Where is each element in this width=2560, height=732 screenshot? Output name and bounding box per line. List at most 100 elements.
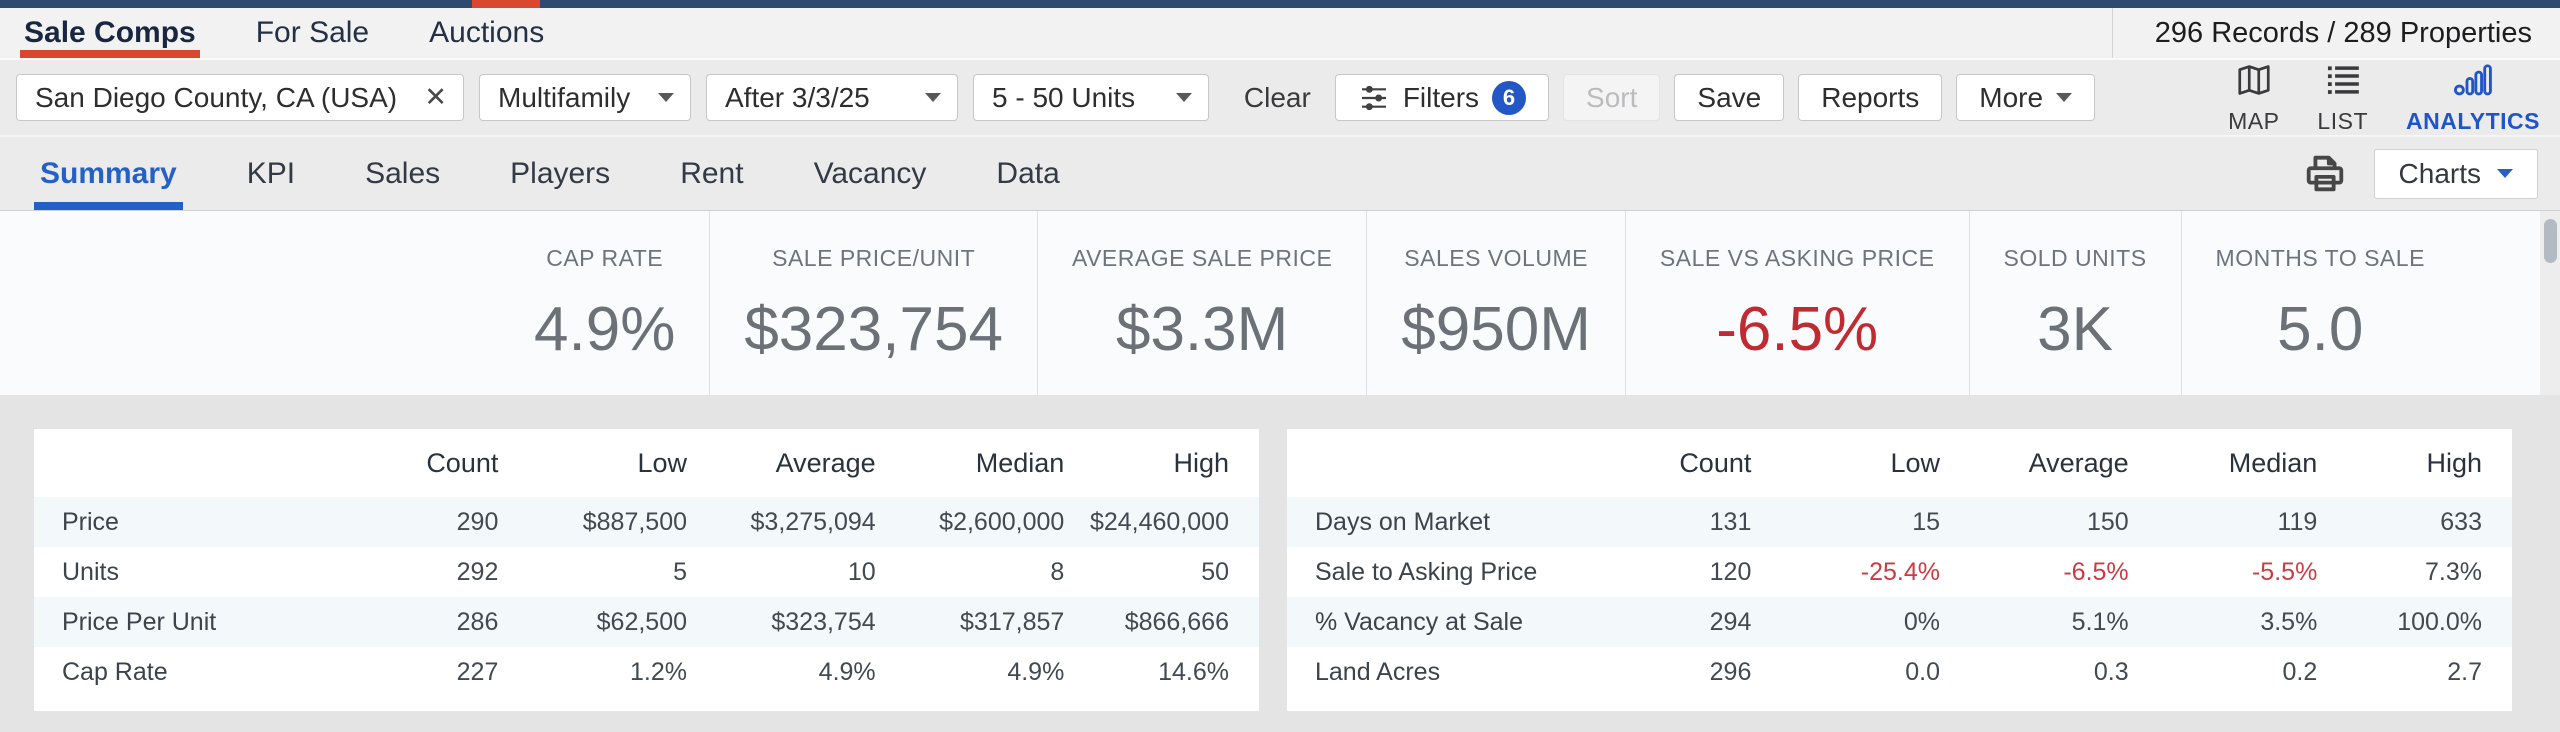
kpi-label: SOLD UNITS	[2003, 245, 2147, 271]
kpi-value: $3.3M	[1115, 295, 1289, 364]
filters-button[interactable]: Filters 6	[1334, 74, 1550, 121]
kpi-sold-units: SOLD UNITS 3K	[1968, 211, 2181, 395]
cell: 4.9%	[1007, 657, 1065, 686]
charts-dropdown-button[interactable]: Charts	[2373, 148, 2538, 199]
row-label: Sale to Asking Price	[1315, 557, 1538, 586]
view-map-label: MAP	[2228, 107, 2280, 134]
cell: $2,600,000	[939, 507, 1065, 536]
table-row-cap-rate: Cap Rate 227 1.2% 4.9% 4.9% 14.6%	[34, 647, 1259, 697]
cell: 0%	[1903, 607, 1941, 636]
tab-rent[interactable]: Rent	[680, 156, 744, 190]
kpi-band: CAP RATE 4.9% SALE PRICE/UNIT $323,754 A…	[0, 211, 2540, 395]
kpi-value: 5.0	[2277, 295, 2364, 364]
column-header-count: Count	[426, 447, 499, 478]
price-stats-table: Count Low Average Median High Price 290 …	[34, 429, 1259, 697]
sort-button[interactable]: Sort	[1563, 74, 1661, 121]
chevron-down-icon	[2056, 93, 2073, 102]
kpi-label: MONTHS TO SALE	[2215, 245, 2425, 271]
summary-stat-tables: Count Low Average Median High Price 290 …	[0, 395, 2560, 711]
view-list-label: LIST	[2317, 107, 2368, 134]
table-row-vacancy-at-sale: % Vacancy at Sale 294 0% 5.1% 3.5% 100.0…	[1287, 597, 2512, 647]
save-button[interactable]: Save	[1674, 74, 1785, 121]
column-header-average: Average	[2028, 447, 2129, 478]
column-header-high: High	[1173, 447, 1229, 478]
tab-summary[interactable]: Summary	[34, 137, 183, 210]
nav-tab-sale-comps[interactable]: Sale Comps	[20, 8, 200, 58]
analytics-bars-icon	[2450, 61, 2496, 105]
table-header-row: Count Low Average Median High	[1287, 429, 2512, 497]
cell: 633	[2440, 507, 2482, 536]
column-header-low: Low	[1890, 447, 1941, 478]
table-header-row: Count Low Average Median High	[34, 429, 1259, 497]
more-button[interactable]: More	[1956, 74, 2096, 121]
chevron-down-icon	[1176, 93, 1192, 102]
tab-kpi[interactable]: KPI	[246, 156, 296, 190]
view-map-button[interactable]: MAP	[2228, 61, 2279, 135]
kpi-sale-vs-asking: SALE VS ASKING PRICE -6.5%	[1624, 211, 1969, 395]
date-filter-value: After 3/3/25	[725, 81, 870, 113]
row-label: Cap Rate	[62, 657, 168, 686]
kpi-average-sale-price: AVERAGE SALE PRICE $3.3M	[1036, 211, 1366, 395]
tab-sales[interactable]: Sales	[365, 156, 441, 190]
row-label: Price Per Unit	[62, 607, 217, 636]
kpi-label: SALES VOLUME	[1404, 245, 1588, 271]
cell: 119	[2277, 507, 2318, 536]
cell: 0.0	[1905, 657, 1941, 686]
cell: $62,500	[596, 607, 688, 636]
reports-button[interactable]: Reports	[1798, 74, 1943, 121]
chevron-down-icon	[2497, 169, 2513, 178]
row-label: Land Acres	[1315, 657, 1441, 686]
kpi-value: $323,754	[744, 295, 1003, 364]
cell: 296	[1709, 657, 1752, 686]
tab-players[interactable]: Players	[510, 156, 611, 190]
chevron-down-icon	[925, 93, 941, 102]
column-header-low: Low	[637, 447, 688, 478]
date-filter-select[interactable]: After 3/3/25	[706, 74, 958, 121]
row-label: % Vacancy at Sale	[1315, 607, 1523, 636]
filters-count-badge: 6	[1492, 80, 1527, 115]
kpi-sale-price-unit: SALE PRICE/UNIT $323,754	[709, 211, 1037, 395]
units-filter-value: 5 - 50 Units	[992, 81, 1136, 113]
chevron-down-icon	[658, 93, 674, 102]
location-search-input[interactable]: San Diego County, CA (USA) ✕	[16, 74, 464, 121]
cell: 8	[1050, 557, 1065, 586]
cell: 14.6%	[1158, 657, 1229, 686]
cell: 50	[1201, 557, 1229, 586]
property-type-value: Multifamily	[498, 81, 631, 113]
clear-location-icon[interactable]: ✕	[424, 82, 447, 112]
cell: 0.3	[2093, 657, 2129, 686]
cell: 4.9%	[818, 657, 876, 686]
row-label: Days on Market	[1315, 507, 1491, 536]
kpi-value: 4.9%	[534, 295, 676, 364]
cell: 120	[1709, 557, 1752, 586]
cell: $3,275,094	[750, 507, 876, 536]
view-analytics-button[interactable]: ANALYTICS	[2406, 61, 2540, 135]
nav-tab-for-sale[interactable]: For Sale	[255, 16, 370, 49]
scrollbar-thumb[interactable]	[2544, 219, 2557, 263]
column-header	[34, 429, 316, 497]
kpi-cap-rate: CAP RATE 4.9%	[500, 211, 709, 395]
price-stats-panel: Count Low Average Median High Price 290 …	[34, 429, 1259, 711]
cell: 3.5%	[2260, 607, 2318, 636]
clear-filters-button[interactable]: Clear	[1243, 81, 1311, 113]
print-button[interactable]	[2302, 151, 2348, 197]
view-list-button[interactable]: LIST	[2317, 61, 2368, 135]
tab-vacancy[interactable]: Vacancy	[813, 156, 927, 190]
cell-negative: -5.5%	[2251, 557, 2318, 586]
view-switcher: MAP LIST ANALYTI	[2228, 61, 2540, 135]
cell: 5	[673, 557, 688, 586]
list-icon	[2322, 61, 2364, 105]
column-header	[1287, 429, 1569, 497]
cell: 294	[1709, 607, 1752, 636]
kpi-label: AVERAGE SALE PRICE	[1071, 245, 1333, 271]
cell: 7.3%	[2425, 557, 2482, 586]
tab-data[interactable]: Data	[996, 156, 1060, 190]
kpi-label: SALE VS ASKING PRICE	[1659, 245, 1935, 271]
cell: 15	[1912, 507, 1941, 536]
nav-tab-auctions[interactable]: Auctions	[429, 16, 545, 49]
row-label: Price	[62, 507, 119, 536]
property-type-select[interactable]: Multifamily	[479, 74, 691, 121]
units-filter-select[interactable]: 5 - 50 Units	[973, 74, 1209, 121]
analytics-section-tabs: Summary KPI Sales Players Rent Vacancy D…	[0, 135, 2560, 211]
cell: 0.2	[2282, 657, 2318, 686]
